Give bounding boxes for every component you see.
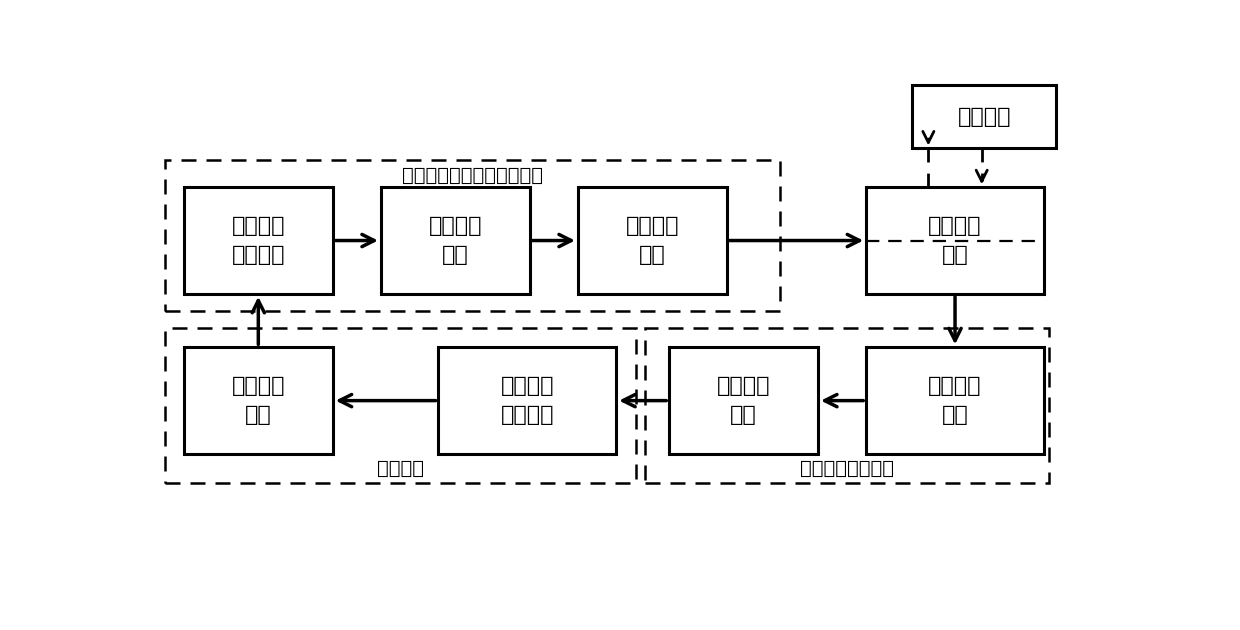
Text: 高频功率振荡信号输出电路: 高频功率振荡信号输出电路 [402,166,543,185]
Bar [184,347,332,454]
Bar [866,187,1044,294]
Text: 回波信号检测电路: 回波信号检测电路 [800,459,894,478]
Text: 高压隔离
电路: 高压隔离 电路 [929,376,982,425]
Text: 回波信号
滤波: 回波信号 滤波 [717,376,770,425]
Text: 驱动频率
调整: 驱动频率 调整 [232,376,285,425]
Bar [866,347,1044,454]
Bar [184,187,332,294]
Bar [670,347,818,454]
Bar [439,347,616,454]
Text: 阻抗匹配
网络: 阻抗匹配 网络 [429,215,482,265]
Text: 静态匹配
电容: 静态匹配 电容 [625,215,680,265]
Text: 回波包络
幅值检测: 回波包络 幅值检测 [501,376,554,425]
Text: 待测物体: 待测物体 [957,107,1011,127]
Text: 高频逆变
驱动电路: 高频逆变 驱动电路 [232,215,285,265]
Bar [645,328,1049,483]
Text: 主控制器: 主控制器 [377,459,424,478]
Bar [165,161,780,311]
Text: 偏置磁场
线圈: 偏置磁场 线圈 [929,215,982,265]
Bar [165,328,635,483]
Bar [578,187,727,294]
Bar [913,85,1056,149]
Bar [381,187,529,294]
